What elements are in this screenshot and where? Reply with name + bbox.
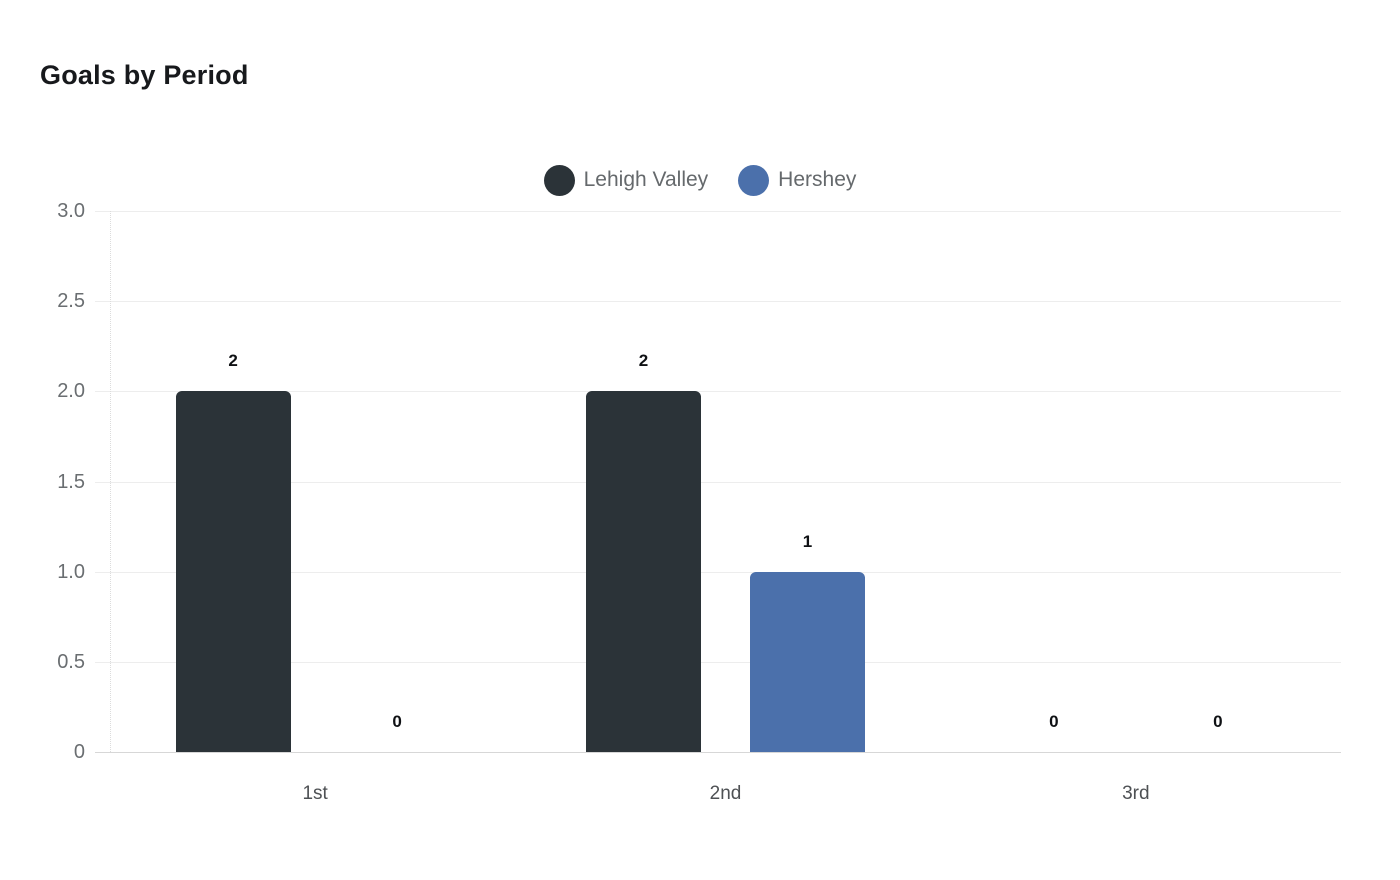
legend-label: Lehigh Valley — [583, 168, 709, 191]
y-tick-label: 2.0 — [57, 380, 85, 403]
y-tick-label: 1.5 — [57, 470, 85, 493]
value-label: 2 — [228, 351, 238, 371]
gridline — [95, 211, 1341, 212]
y-tick-label: 0 — [73, 741, 85, 763]
bar-lehigh-valley-1st — [175, 391, 291, 752]
legend-swatch-circle-icon — [738, 164, 770, 196]
x-axis-baseline — [95, 752, 1341, 753]
y-axis-line — [110, 211, 111, 752]
value-label: 0 — [1049, 712, 1059, 731]
gridline — [95, 301, 1341, 303]
y-tick-label: 3.0 — [57, 200, 85, 222]
y-tick-label: 0.5 — [57, 650, 85, 673]
value-label: 1 — [802, 531, 813, 551]
gridline — [95, 571, 1341, 573]
bar-hershey-2nd — [750, 571, 865, 752]
chart-title: Goals by Period — [40, 60, 249, 90]
value-label: 0 — [392, 712, 402, 731]
legend-item-lehigh-valley[interactable]: Lehigh Valley — [543, 164, 709, 196]
gridline — [95, 391, 1341, 393]
x-tick-label: 1st — [302, 783, 328, 804]
y-tick-label: 1.0 — [57, 560, 85, 583]
x-tick-label: 3rd — [1122, 783, 1150, 804]
value-label: 0 — [1213, 712, 1223, 731]
legend-label: Hershey — [778, 168, 857, 191]
gridline — [95, 481, 1341, 483]
x-tick-label: 2nd — [709, 783, 742, 804]
legend-item-hershey[interactable]: Hershey — [738, 164, 857, 196]
bar-lehigh-valley-2nd — [586, 391, 701, 752]
y-tick-label: 2.5 — [57, 290, 85, 313]
gridline — [95, 661, 1341, 663]
chart-legend: Lehigh Valley Hershey — [0, 161, 1400, 199]
value-label: 2 — [638, 351, 649, 371]
legend-swatch-circle-icon — [543, 164, 575, 196]
